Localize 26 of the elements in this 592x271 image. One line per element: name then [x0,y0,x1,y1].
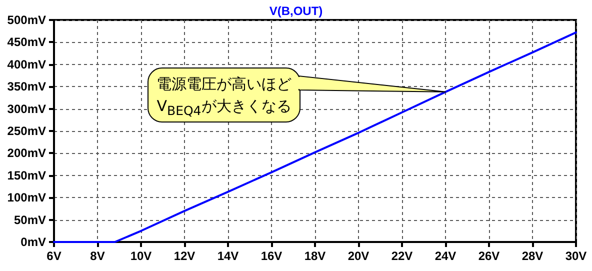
x-tick-label: 6V [46,249,62,263]
y-tick-label: 500mV [7,13,46,27]
x-tick-label: 10V [130,249,152,263]
x-tick-label: 18V [304,249,326,263]
chart-title: V(B,OUT) [269,4,323,18]
x-tick-label: 30V [565,249,587,263]
annotation: 電源電圧が高いほど V$_{BEQ4}$が大きくなる [156,74,292,120]
x-tick-label: 24V [434,249,456,263]
y-tick-label: 450mV [7,35,46,50]
y-tick-label: 350mV [7,80,46,94]
x-tick-label: 20V [348,249,370,263]
y-tick-label: 100mV [7,190,46,205]
y-tick-label: 300mV [7,102,46,116]
x-tick-label: 28V [522,249,544,263]
x-tick-label: 26V [478,249,500,263]
x-tick-label: 12V [174,249,196,263]
x-tick-label: 22V [391,249,413,263]
x-tick-label: 14V [217,249,239,263]
y-tick-label: 150mV [7,168,46,182]
y-tick-label: 250mV [7,124,46,138]
y-tick-label: 200mV [7,146,46,160]
y-tick-label: 0mV [20,235,46,249]
x-tick-label: 16V [260,249,282,263]
y-tick-label: 400mV [7,57,46,72]
x-tick-label: 8V [90,249,105,263]
y-tick-label: 50mV [14,212,46,227]
